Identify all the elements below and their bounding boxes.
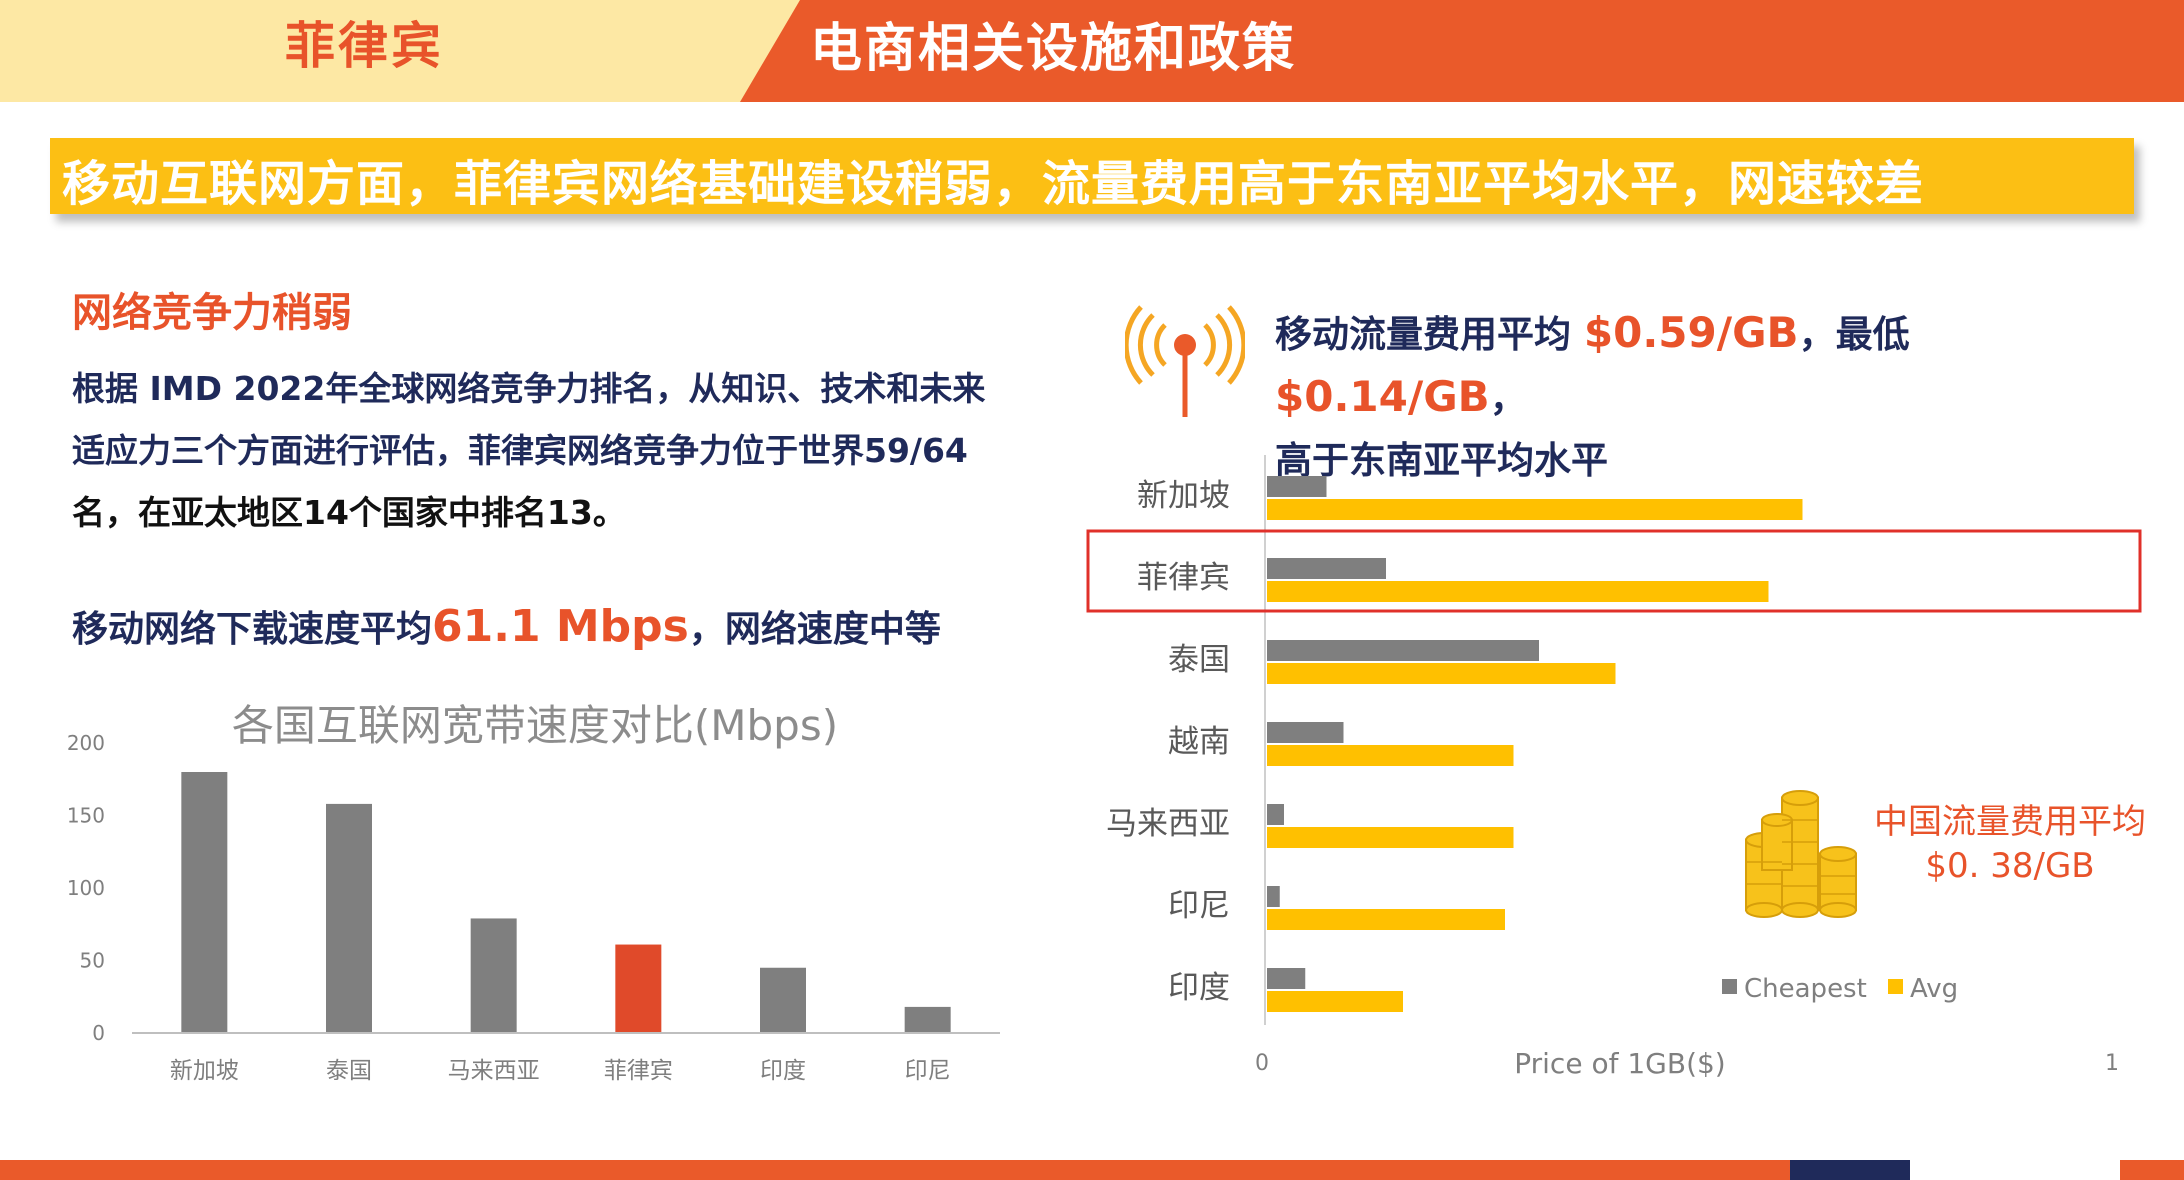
bar-cheapest-3 [1267,722,1344,743]
x-tick-label: 菲律宾 [604,1058,673,1084]
y-tick-label: 100 [67,876,105,900]
avg-price: $0.59/GB [1583,308,1799,357]
china-price-note: 中国流量费用平均 $0. 38/GB [1860,800,2160,888]
paragraph-line: 根据 IMD 2022年全球网络竞争力排名，从知识、技术和未来 [72,369,986,408]
footer-bar [0,1160,2184,1180]
x-tick-label: 0 [1255,1051,1269,1076]
mobile-price-heading: 移动流量费用平均 $0.59/GB，最低 $0.14/GB， 高于东南亚平均水平 [1275,302,2155,492]
bar-5 [904,1006,951,1033]
page-title: 电商相关设施和政策 [810,19,1297,79]
y-tick-label: 150 [67,804,105,828]
gold-coins-icon [1745,790,1857,918]
summary-banner-text: 移动互联网方面，菲律宾网络基础建设稍弱，流量费用高于东南亚平均水平，网速较差 [62,156,1925,212]
bar-avg-1 [1267,581,1769,602]
bar-cheapest-5 [1267,886,1280,907]
bar-0 [181,772,228,1033]
bar-cheapest-0 [1267,476,1327,497]
mobile-price-line1: 移动流量费用平均 $0.59/GB，最低 $0.14/GB， [1275,302,2155,430]
bar-cheapest-6 [1267,968,1306,989]
y-tick-label: 50 [80,949,105,973]
y-category-label: 印度 [1168,970,1230,1006]
y-category-label: 越南 [1168,724,1230,760]
bar-cheapest-4 [1267,804,1284,825]
bar-2 [470,918,517,1033]
bar-avg-3 [1267,745,1514,766]
header-left-panel [0,0,800,102]
price-suffix: ， [1489,377,1527,420]
bar-1 [326,803,372,1033]
x-tick-label: 印度 [760,1058,806,1084]
y-category-label: 菲律宾 [1137,560,1230,596]
footer-gap [1910,1160,2120,1180]
y-category-label: 泰国 [1168,642,1230,678]
bar-avg-2 [1267,663,1616,684]
x-axis-title: Price of 1GB($) [1514,1047,1725,1080]
x-tick-label: 1 [2105,1051,2119,1076]
y-category-label: 马来西亚 [1106,806,1230,842]
price-prefix: 移动流量费用平均 [1275,313,1584,356]
ranking-paragraph: 根据 IMD 2022年全球网络竞争力排名，从知识、技术和未来 适应力三个方面进… [72,358,1032,544]
x-tick-label: 新加坡 [170,1058,239,1084]
x-tick-label: 马来西亚 [448,1058,540,1084]
bar-avg-4 [1267,827,1514,848]
philippines-highlight-box [1086,529,2142,613]
footer-accent [1790,1160,1910,1180]
bar-3 [615,944,662,1033]
speed-value: 61.1 Mbps [432,601,689,652]
speed-statement: 移动网络下载速度平均61.1 Mbps，网络速度中等 [72,600,941,652]
y-category-label: 印尼 [1168,888,1230,924]
bar-avg-5 [1267,909,1505,930]
bar-4 [760,967,806,1033]
y-tick-label: 0 [92,1021,105,1045]
china-price-value: $0. 38/GB [1925,846,2095,886]
country-title: 菲律宾 [285,17,444,75]
broadband-speed-chart: 各国互联网宽带速度对比(Mbps) 0 50 100 150 200 新加坡 泰国 马来西亚… [67,701,1000,1084]
x-tick-label: 泰国 [326,1058,372,1084]
y-tick-label: 200 [67,731,105,755]
y-category-label: 新加坡 [1137,478,1230,514]
summary-banner: 移动互联网方面，菲律宾网络基础建设稍弱，流量费用高于东南亚平均水平，网速较差 [50,138,2134,214]
legend-label-avg: Avg [1910,974,1958,1004]
paragraph-line: 适应力三个方面进行评估，菲律宾网络竞争力位于世界59/64 [72,431,968,470]
bar-avg-0 [1267,499,1803,520]
china-price-label: 中国流量费用平均 [1874,802,2146,842]
paragraph-line: 名，在亚太地区14个国家中排名13。 [72,493,626,532]
bar-cheapest-2 [1267,640,1539,661]
header-right-panel [740,0,2184,102]
min-price: $0.14/GB [1275,372,1490,421]
price-mid: ，最低 [1798,313,1910,356]
x-tick-label: 印尼 [905,1058,951,1084]
chart-title: 各国互联网宽带速度对比(Mbps) [232,701,838,750]
bar-avg-6 [1267,991,1403,1012]
legend-label-cheapest: Cheapest [1744,974,1867,1004]
speed-prefix: 移动网络下载速度平均 [72,609,433,650]
mobile-price-line2: 高于东南亚平均水平 [1275,439,1608,482]
legend-swatch-avg [1888,979,1903,994]
signal-tower-icon [1125,305,1245,417]
speed-suffix: ，网络速度中等 [688,609,941,650]
bar-cheapest-1 [1267,558,1386,579]
legend-swatch-cheapest [1722,979,1737,994]
section-title: 网络竞争力稍弱 [72,290,352,336]
